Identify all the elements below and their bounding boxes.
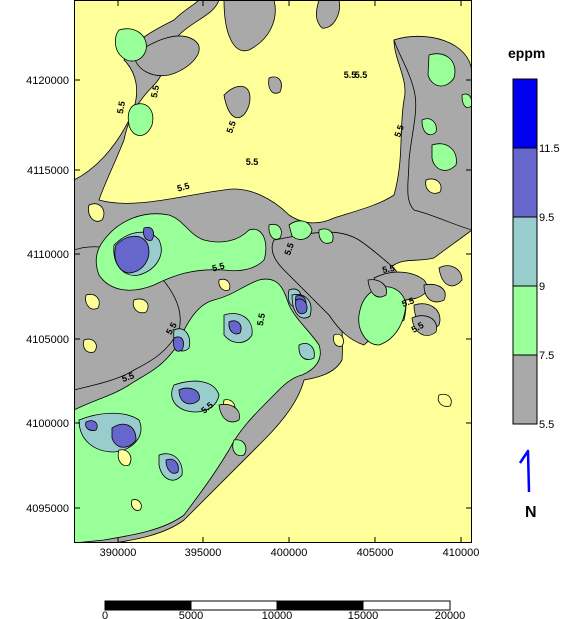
scale-label: 0	[102, 610, 108, 619]
legend-boxes	[512, 78, 538, 425]
y-tick-label: 4110000	[27, 249, 69, 261]
y-axis-labels: 4095000 4100000 4105000 4110000 4115000 41200…	[26, 75, 69, 515]
y-tick-label: 4120000	[26, 75, 69, 87]
contour-zone-9-5	[85, 226, 308, 474]
x-tick-label: 410000	[443, 547, 480, 559]
contour-label: 5.5	[355, 70, 368, 80]
legend-level-label: 7.5	[539, 350, 554, 362]
contour-label: 5.5	[246, 157, 259, 167]
legend-box	[512, 216, 538, 287]
contour-label: 5.5	[224, 119, 238, 134]
scale-label: 10000	[262, 610, 293, 619]
contour-label: 5.5	[392, 123, 406, 138]
scale-segment-1	[104, 600, 192, 611]
contour-label: 5.5	[400, 295, 415, 309]
contour-map: 5.5 5.5 5.5 5.5 5.5 5.5 5.5 5.5 5.5 5.5 5.5 5.5 5.5 5…	[74, 0, 472, 543]
contour-label: 5.5	[120, 370, 135, 384]
scale-segment-2	[190, 600, 278, 611]
contour-label: 5.5	[211, 261, 226, 274]
y-tick-label: 4115000	[27, 165, 69, 177]
scale-labels: 0 5000 10000 15000 20000	[102, 610, 465, 619]
scale-label: 15000	[348, 610, 379, 619]
y-tick-label: 4095000	[26, 503, 69, 515]
scale-segment-4	[362, 600, 451, 611]
contour-label: 5.5	[282, 241, 296, 256]
x-tick-label: 395000	[185, 547, 222, 559]
legend-box	[512, 285, 538, 356]
legend-level-label: 11.5	[539, 143, 560, 155]
contour-label: 5.5	[149, 84, 161, 98]
map-border	[74, 0, 472, 543]
contour-label: 5.5	[115, 100, 127, 114]
north-label: N	[525, 504, 537, 521]
legend-level-label: 9	[539, 281, 545, 293]
legend-labels: 5.5 7.5 9 9.5 11.5	[539, 143, 560, 431]
legend-level-label: 9.5	[539, 212, 554, 224]
legend-box	[512, 147, 538, 218]
x-tick-label: 390000	[100, 547, 137, 559]
north-arrow-icon	[518, 449, 531, 493]
legend-box	[512, 354, 538, 425]
x-tick-label: 405000	[357, 547, 394, 559]
x-tick-label: 400000	[271, 547, 308, 559]
contour-label: 5.5	[344, 70, 357, 80]
y-tick-label: 4105000	[26, 334, 69, 346]
y-tick-label: 4100000	[26, 418, 69, 430]
scale-label: 20000	[435, 610, 466, 619]
contour-islands	[218, 76, 438, 423]
legend-box	[512, 78, 538, 149]
x-axis-labels: 390000 395000 400000 405000 410000	[100, 547, 480, 559]
contour-map-canvas: 5.55.55.55.5 5.55.55.55.55.5 5.55.55.55.55…	[74, 0, 472, 543]
contour-label: 5.5	[381, 263, 395, 275]
scale-segment-3	[276, 600, 364, 611]
contour-label-group: 5.55.55.55.5 5.55.55.55.55.5 5.55.55.55.55…	[115, 70, 425, 416]
legend-level-label: 5.5	[539, 419, 554, 431]
contour-label: 5.5	[176, 181, 191, 194]
legend-title: eppm	[508, 45, 546, 61]
scale-label: 5000	[179, 610, 203, 619]
contour-label: 5.5	[255, 312, 267, 326]
